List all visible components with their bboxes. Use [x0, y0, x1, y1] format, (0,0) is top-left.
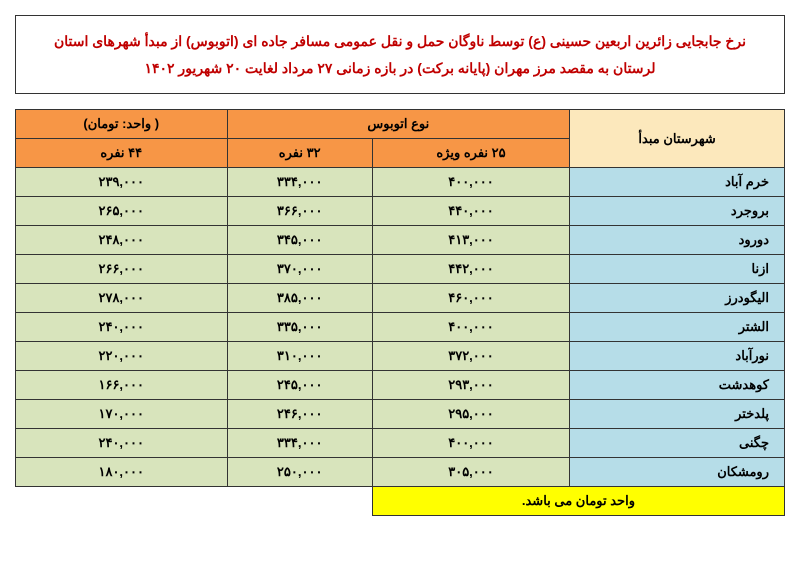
table-row: پلدختر۲۹۵,۰۰۰۲۴۶,۰۰۰۱۷۰,۰۰۰ [16, 400, 785, 429]
column-header-origin: شهرستان مبدأ [570, 110, 785, 168]
price-32-cell: ۲۴۵,۰۰۰ [227, 371, 372, 400]
price-32-cell: ۳۶۶,۰۰۰ [227, 197, 372, 226]
price-25-cell: ۲۹۵,۰۰۰ [372, 400, 569, 429]
table-row: نورآباد۳۷۲,۰۰۰۳۱۰,۰۰۰۲۲۰,۰۰۰ [16, 342, 785, 371]
price-25-cell: ۴۰۰,۰۰۰ [372, 168, 569, 197]
price-44-cell: ۲۴۰,۰۰۰ [16, 313, 228, 342]
price-44-cell: ۲۶۵,۰۰۰ [16, 197, 228, 226]
price-25-cell: ۳۰۵,۰۰۰ [372, 458, 569, 487]
table-row: الشتر۴۰۰,۰۰۰۳۳۵,۰۰۰۲۴۰,۰۰۰ [16, 313, 785, 342]
city-cell: چگنی [570, 429, 785, 458]
price-44-cell: ۲۷۸,۰۰۰ [16, 284, 228, 313]
price-32-cell: ۲۴۶,۰۰۰ [227, 400, 372, 429]
price-44-cell: ۱۷۰,۰۰۰ [16, 400, 228, 429]
city-cell: رومشکان [570, 458, 785, 487]
table-row: چگنی۴۰۰,۰۰۰۳۳۴,۰۰۰۲۴۰,۰۰۰ [16, 429, 785, 458]
table-row: بروجرد۴۴۰,۰۰۰۳۶۶,۰۰۰۲۶۵,۰۰۰ [16, 197, 785, 226]
price-32-cell: ۳۷۰,۰۰۰ [227, 255, 372, 284]
city-cell: بروجرد [570, 197, 785, 226]
column-header-44: ۴۴ نفره [16, 139, 228, 168]
price-32-cell: ۳۳۴,۰۰۰ [227, 429, 372, 458]
city-cell: ازنا [570, 255, 785, 284]
price-25-cell: ۴۰۰,۰۰۰ [372, 313, 569, 342]
table-row: ازنا۴۴۲,۰۰۰۳۷۰,۰۰۰۲۶۶,۰۰۰ [16, 255, 785, 284]
city-cell: پلدختر [570, 400, 785, 429]
price-44-cell: ۱۸۰,۰۰۰ [16, 458, 228, 487]
price-44-cell: ۱۶۶,۰۰۰ [16, 371, 228, 400]
price-44-cell: ۲۴۸,۰۰۰ [16, 226, 228, 255]
price-25-cell: ۴۴۲,۰۰۰ [372, 255, 569, 284]
page-title: نرخ جابجایی زائرین اربعین حسینی (ع) توسط… [15, 15, 785, 94]
table-row: دورود۴۱۳,۰۰۰۳۴۵,۰۰۰۲۴۸,۰۰۰ [16, 226, 785, 255]
column-header-bustype: نوع اتوبوس [227, 110, 570, 139]
price-32-cell: ۲۵۰,۰۰۰ [227, 458, 372, 487]
price-25-cell: ۴۶۰,۰۰۰ [372, 284, 569, 313]
footer-note: واحد تومان می باشد. [372, 487, 784, 516]
price-44-cell: ۲۳۹,۰۰۰ [16, 168, 228, 197]
column-header-unit: ( واحد: تومان) [16, 110, 228, 139]
table-row: رومشکان۳۰۵,۰۰۰۲۵۰,۰۰۰۱۸۰,۰۰۰ [16, 458, 785, 487]
column-header-25: ۲۵ نفره ویژه [372, 139, 569, 168]
price-25-cell: ۴۰۰,۰۰۰ [372, 429, 569, 458]
price-32-cell: ۳۸۵,۰۰۰ [227, 284, 372, 313]
column-header-32: ۳۲ نفره [227, 139, 372, 168]
price-32-cell: ۳۱۰,۰۰۰ [227, 342, 372, 371]
table-row: الیگودرز۴۶۰,۰۰۰۳۸۵,۰۰۰۲۷۸,۰۰۰ [16, 284, 785, 313]
price-32-cell: ۳۳۴,۰۰۰ [227, 168, 372, 197]
city-cell: الیگودرز [570, 284, 785, 313]
price-32-cell: ۳۳۵,۰۰۰ [227, 313, 372, 342]
table-row: کوهدشت۲۹۳,۰۰۰۲۴۵,۰۰۰۱۶۶,۰۰۰ [16, 371, 785, 400]
city-cell: الشتر [570, 313, 785, 342]
price-44-cell: ۲۲۰,۰۰۰ [16, 342, 228, 371]
fares-table: شهرستان مبدأ نوع اتوبوس ( واحد: تومان) ۲… [15, 109, 785, 516]
price-25-cell: ۳۷۲,۰۰۰ [372, 342, 569, 371]
city-cell: دورود [570, 226, 785, 255]
price-25-cell: ۲۹۳,۰۰۰ [372, 371, 569, 400]
price-44-cell: ۲۶۶,۰۰۰ [16, 255, 228, 284]
table-row: خرم آباد۴۰۰,۰۰۰۳۳۴,۰۰۰۲۳۹,۰۰۰ [16, 168, 785, 197]
price-32-cell: ۳۴۵,۰۰۰ [227, 226, 372, 255]
city-cell: کوهدشت [570, 371, 785, 400]
price-44-cell: ۲۴۰,۰۰۰ [16, 429, 228, 458]
city-cell: نورآباد [570, 342, 785, 371]
price-25-cell: ۴۱۳,۰۰۰ [372, 226, 569, 255]
city-cell: خرم آباد [570, 168, 785, 197]
price-25-cell: ۴۴۰,۰۰۰ [372, 197, 569, 226]
